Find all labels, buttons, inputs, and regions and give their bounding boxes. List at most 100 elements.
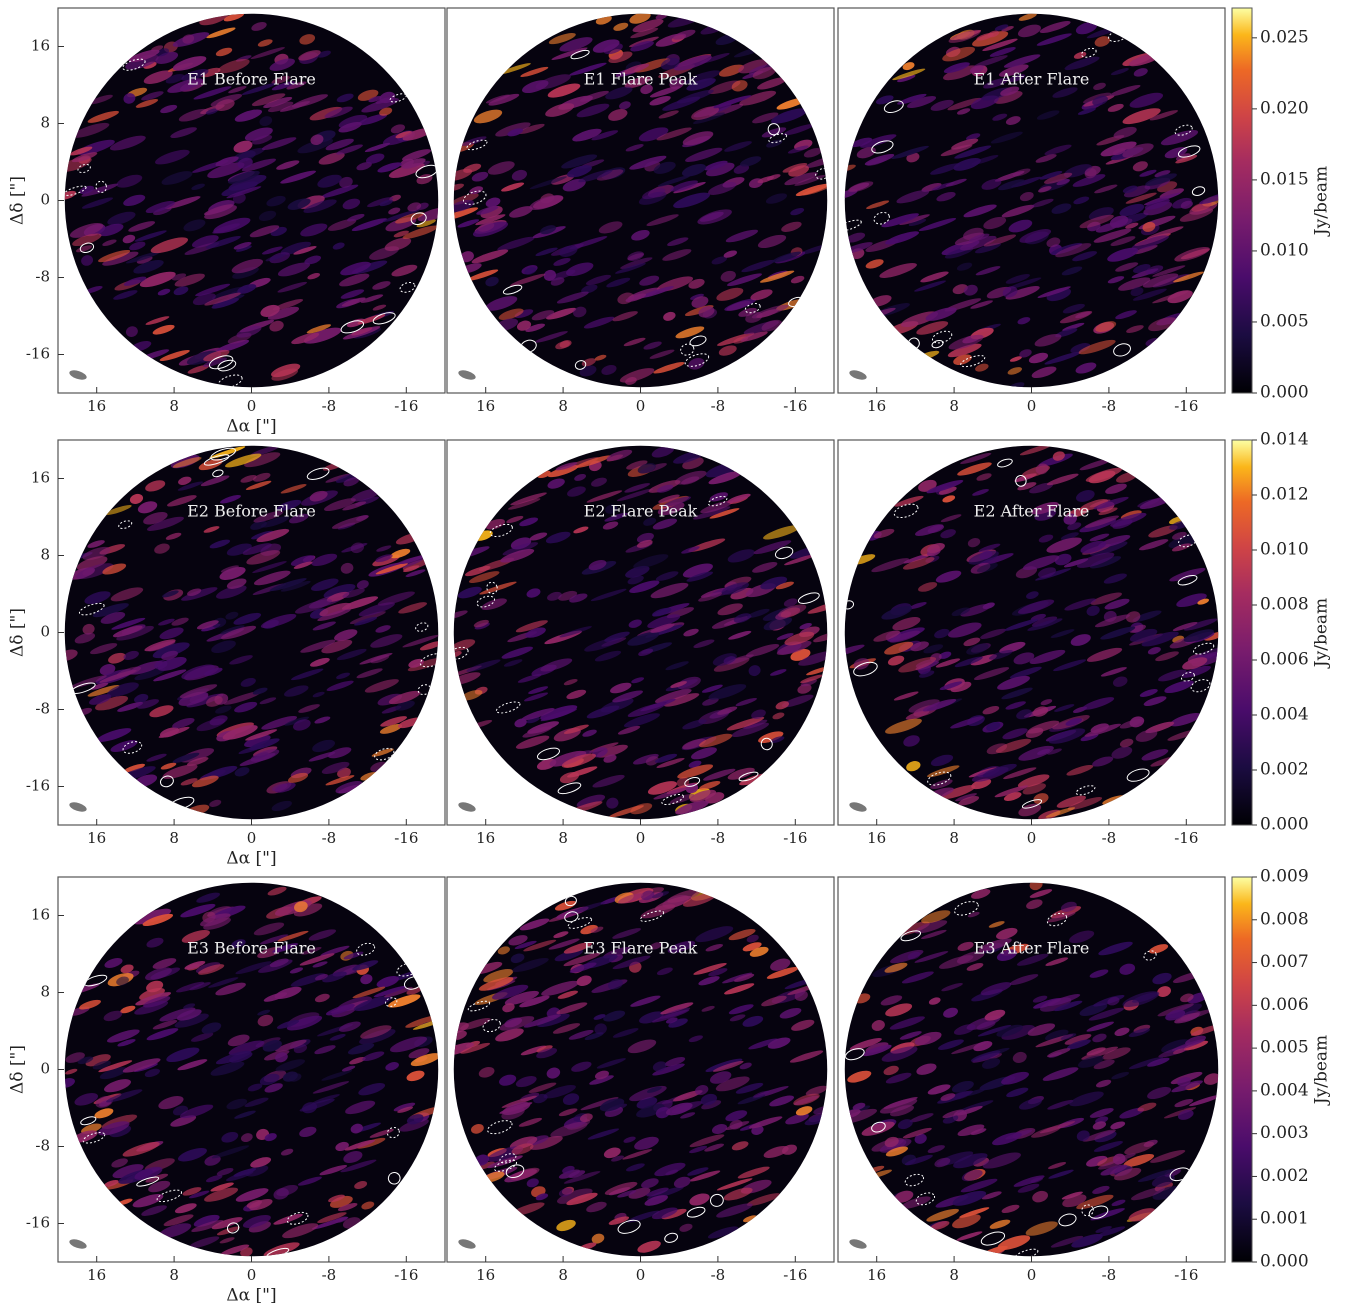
- noise-feature: [578, 169, 613, 183]
- noise-feature: [1161, 1039, 1191, 1053]
- noise-feature: [906, 96, 937, 109]
- noise-feature: [1001, 204, 1035, 218]
- contour: [208, 355, 234, 370]
- noise-feature: [402, 149, 432, 161]
- noise-feature: [561, 154, 598, 169]
- noise-feature: [233, 612, 262, 625]
- noise-feature: [1183, 629, 1214, 643]
- noise-feature: [453, 183, 464, 191]
- noise-feature: [536, 1045, 553, 1053]
- noise-feature: [1118, 277, 1151, 291]
- noise-feature: [712, 1060, 744, 1072]
- noise-feature: [989, 1219, 1011, 1229]
- noise-feature: [321, 639, 353, 654]
- noise-feature: [1017, 317, 1031, 325]
- noise-feature: [139, 987, 165, 1001]
- noise-feature: [902, 1127, 932, 1139]
- contour: [567, 917, 593, 929]
- noise-feature: [770, 669, 787, 676]
- noise-feature: [354, 1181, 368, 1189]
- noise-feature: [515, 735, 550, 749]
- noise-feature: [943, 1007, 959, 1018]
- noise-feature: [1107, 103, 1124, 112]
- noise-feature: [1025, 727, 1044, 739]
- noise-feature: [223, 13, 245, 22]
- noise-feature: [329, 1195, 353, 1208]
- noise-feature: [558, 590, 578, 601]
- noise-feature: [759, 270, 795, 283]
- noise-feature: [942, 46, 976, 62]
- noise-feature: [862, 1044, 892, 1057]
- x-tick-label: 8: [169, 829, 179, 847]
- noise-feature: [217, 58, 250, 74]
- contour: [78, 602, 105, 616]
- noise-feature: [1027, 1023, 1056, 1036]
- noise-feature: [267, 306, 300, 320]
- noise-feature: [142, 913, 174, 927]
- noise-feature: [153, 669, 187, 682]
- noise-feature: [294, 901, 308, 913]
- map-emission: [453, 887, 828, 1253]
- noise-feature: [726, 273, 763, 287]
- noise-feature: [548, 33, 576, 45]
- noise-feature: [907, 951, 921, 960]
- noise-feature: [87, 110, 119, 123]
- noise-feature: [1032, 1190, 1048, 1203]
- noise-feature: [1119, 203, 1145, 217]
- noise-feature: [958, 795, 980, 806]
- noise-feature: [485, 296, 518, 311]
- noise-feature: [910, 641, 929, 652]
- noise-feature: [507, 128, 524, 137]
- noise-feature: [497, 236, 535, 251]
- noise-feature: [572, 128, 602, 142]
- colorbar-tick-label: 0.004: [1260, 705, 1309, 725]
- x-tick-label: -8: [711, 397, 726, 415]
- noise-feature: [166, 1047, 200, 1063]
- noise-feature: [341, 596, 379, 610]
- noise-feature: [177, 1147, 207, 1162]
- noise-feature: [923, 644, 944, 654]
- noise-feature: [623, 63, 650, 74]
- noise-feature: [1132, 245, 1158, 255]
- x-tick-label: 8: [558, 829, 568, 847]
- y-tick-label: -16: [26, 345, 50, 363]
- noise-feature: [982, 1058, 1001, 1069]
- noise-feature: [1112, 676, 1128, 687]
- noise-feature: [537, 1013, 570, 1028]
- noise-feature: [334, 629, 358, 641]
- noise-feature: [860, 134, 897, 148]
- noise-feature: [1122, 108, 1161, 125]
- x-tick-label: 0: [1027, 1266, 1037, 1284]
- noise-feature: [652, 1061, 667, 1072]
- contour: [1193, 642, 1215, 655]
- noise-feature: [145, 201, 176, 214]
- noise-feature: [967, 911, 980, 918]
- noise-feature: [623, 713, 660, 728]
- noise-feature: [1094, 36, 1111, 47]
- noise-feature: [632, 19, 664, 33]
- noise-feature: [249, 1199, 273, 1211]
- x-tick-label: 16: [867, 1266, 886, 1284]
- noise-feature: [543, 269, 557, 281]
- noise-feature: [957, 941, 974, 951]
- noise-feature: [112, 1164, 144, 1179]
- noise-feature: [735, 1082, 764, 1094]
- noise-feature: [865, 259, 884, 269]
- noise-feature: [970, 1050, 1001, 1062]
- contour: [570, 49, 590, 60]
- contour: [574, 360, 587, 370]
- noise-feature: [975, 243, 1001, 254]
- contour: [374, 747, 395, 761]
- noise-feature: [181, 664, 215, 680]
- noise-feature: [196, 892, 220, 903]
- noise-feature: [938, 651, 952, 659]
- noise-feature: [181, 69, 209, 81]
- noise-feature: [311, 553, 338, 566]
- noise-feature: [628, 1187, 651, 1199]
- noise-feature: [728, 630, 752, 640]
- noise-feature: [957, 108, 971, 115]
- noise-feature: [652, 607, 672, 617]
- contour: [156, 1189, 183, 1203]
